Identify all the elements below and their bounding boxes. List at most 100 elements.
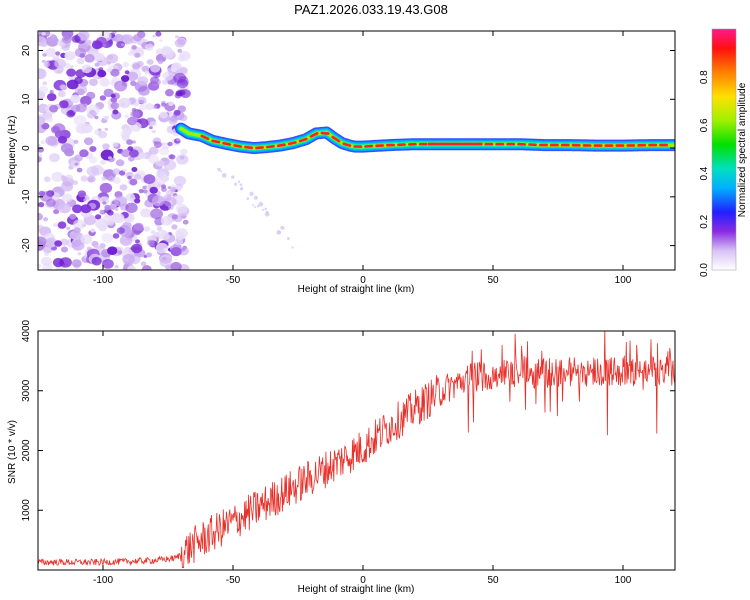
noise-blob	[118, 97, 131, 109]
noise-blob	[130, 80, 137, 87]
noise-blob	[138, 189, 144, 194]
noise-blob	[60, 246, 69, 253]
noise-blob	[76, 57, 85, 65]
noise-blob	[174, 35, 179, 39]
noise-blob	[131, 45, 137, 50]
noise-blob	[97, 128, 102, 132]
noise-blob	[131, 167, 138, 172]
noise-blob	[57, 136, 68, 144]
noise-blob	[80, 204, 92, 214]
spectrogram-x-label: Height of straight line (km)	[298, 284, 415, 295]
noise-blob	[77, 190, 87, 198]
noise-blob	[117, 250, 123, 255]
noise-blob	[106, 53, 119, 64]
noise-blob	[129, 178, 138, 186]
noise-blob	[145, 252, 153, 258]
noise-blob	[160, 216, 173, 226]
noise-blob	[125, 202, 138, 213]
noise-blob	[106, 68, 112, 73]
noise-blob	[149, 126, 153, 130]
noise-blob	[91, 256, 102, 266]
noise-blob	[173, 175, 187, 186]
figure-title: PAZ1.2026.033.19.43.G08	[294, 2, 448, 17]
colorbar-label: Normalized spectral amplitude	[737, 82, 748, 217]
noise-blob	[38, 85, 49, 94]
noise-blob	[144, 70, 149, 75]
colorbar-tick-label: 0.0	[699, 263, 710, 277]
noise-blob	[77, 252, 82, 256]
noise-blob	[44, 252, 49, 256]
noise-blob	[46, 93, 57, 102]
noise-blob	[161, 187, 167, 192]
snr-y-ticks: 1000 2000 3000 4000	[21, 319, 675, 521]
noise-blob	[132, 63, 140, 70]
noise-blob	[45, 116, 54, 123]
spectrogram-y-label: Frequency (Hz)	[7, 116, 18, 185]
colorbar-tick-label: 0.8	[699, 70, 710, 84]
colorbar-tick-label: 0.6	[699, 118, 710, 132]
noise-blob	[137, 76, 149, 86]
noise-blob	[112, 109, 119, 115]
noise-blob	[176, 154, 189, 165]
colorbar-tick-label: 0.4	[699, 166, 710, 180]
noise-blob	[134, 102, 139, 107]
noise-blob	[231, 175, 235, 179]
noise-blob	[177, 48, 183, 53]
noise-blob	[89, 146, 97, 152]
noise-blob	[177, 105, 186, 113]
noise-blob	[221, 173, 227, 178]
noise-blob	[178, 89, 186, 96]
noise-blob	[265, 211, 269, 215]
ridge-peak	[244, 145, 253, 150]
noise-blob	[41, 122, 50, 130]
x-tick-label: 100	[615, 575, 632, 586]
noise-blob	[68, 178, 73, 183]
noise-blob	[99, 196, 110, 205]
noise-blob	[159, 39, 163, 43]
noise-blob	[71, 259, 82, 268]
noise-blob	[112, 168, 121, 175]
noise-blob	[173, 109, 181, 116]
noise-blob	[54, 58, 66, 69]
noise-blob	[161, 79, 168, 85]
y-tick-label: -20	[21, 238, 32, 253]
noise-blob	[106, 219, 115, 226]
noise-blob	[55, 51, 61, 56]
noise-blob	[120, 43, 125, 47]
ridge-peak	[200, 134, 210, 141]
x-tick-label: 0	[360, 275, 366, 286]
noise-blob	[38, 68, 47, 80]
y-tick-label: -10	[21, 189, 32, 204]
noise-blob	[264, 207, 268, 211]
noise-blob	[160, 232, 170, 240]
noise-blob	[175, 228, 189, 239]
noise-blob	[45, 237, 57, 248]
noise-blob	[108, 156, 112, 160]
noise-blob	[127, 175, 132, 180]
noise-blob	[38, 213, 43, 221]
noise-blob	[114, 196, 128, 207]
noise-blob	[146, 235, 152, 240]
noise-blob	[157, 59, 164, 65]
noise-blob	[61, 193, 73, 203]
noise-blob	[181, 247, 186, 252]
noise-blob	[86, 104, 100, 116]
noise-blob	[83, 197, 89, 203]
noise-blob	[177, 55, 185, 62]
noise-blob	[174, 38, 186, 48]
noise-blob	[98, 67, 104, 72]
noise-blob	[257, 205, 260, 208]
noise-blob	[151, 195, 165, 207]
noise-blob	[150, 64, 161, 73]
noise-blob	[52, 257, 64, 268]
noise-blob	[38, 156, 42, 163]
ridge-peak	[222, 141, 232, 146]
noise-blob	[99, 210, 105, 214]
noise-blob	[99, 95, 107, 101]
noise-blob	[53, 209, 60, 215]
noise-blob	[74, 47, 87, 58]
noise-blob	[140, 208, 152, 218]
ridge-peak	[211, 139, 221, 144]
noise-blob	[170, 247, 182, 257]
noise-blob	[86, 91, 96, 100]
